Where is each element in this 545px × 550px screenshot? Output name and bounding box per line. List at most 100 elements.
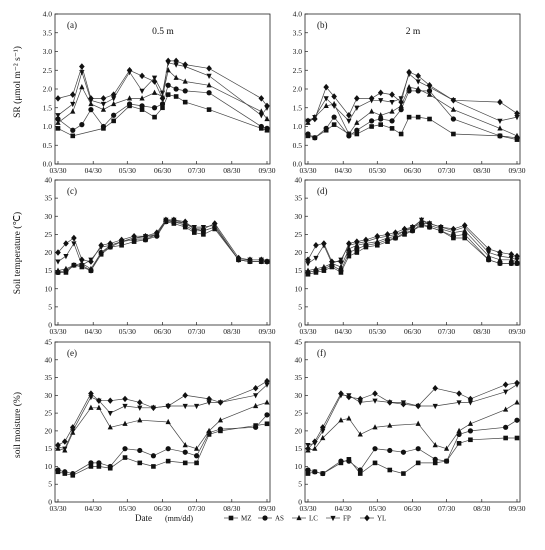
series-line	[307, 86, 518, 137]
series-line	[307, 402, 518, 451]
x-tick-label: 08/30	[223, 166, 240, 175]
data-point	[173, 86, 179, 92]
data-point	[88, 95, 94, 102]
data-point	[363, 236, 369, 244]
data-point	[258, 108, 264, 114]
data-point	[426, 91, 433, 97]
data-point	[154, 229, 160, 236]
legend-marker	[262, 515, 268, 521]
data-point	[456, 390, 462, 397]
data-point	[63, 254, 69, 260]
panel-c: 0 5 10 15 20 25 30 35 40 03/30 04/30 05/30 06/30 07/3…	[45, 176, 276, 337]
y-tick-label: 0	[48, 498, 52, 507]
legend-item-MZ: MZ	[224, 515, 252, 523]
data-point	[137, 460, 143, 466]
legend: MZ AS LC FP YL	[224, 515, 386, 523]
y-tick-label: 4.0	[293, 10, 303, 19]
data-point	[107, 411, 113, 417]
data-point	[329, 258, 335, 265]
data-point	[305, 131, 311, 137]
data-point	[384, 231, 391, 238]
data-point	[264, 125, 270, 131]
legend-label: LC	[309, 515, 318, 523]
y-tick-label: 1.0	[43, 122, 53, 131]
x-tick-label: 06/30	[404, 166, 421, 175]
data-point	[206, 107, 212, 112]
data-point	[264, 377, 270, 385]
data-point	[432, 460, 438, 466]
series-line	[307, 219, 518, 271]
data-point	[122, 455, 128, 460]
data-point	[503, 435, 508, 441]
data-point	[96, 464, 102, 469]
x-tick-label: 03/30	[49, 504, 66, 513]
data-point	[159, 101, 166, 107]
data-point	[88, 464, 94, 469]
data-point	[165, 458, 171, 464]
data-point	[369, 124, 374, 129]
data-point	[320, 434, 326, 441]
x-tick-label: 03/30	[49, 166, 66, 175]
data-point	[159, 95, 166, 102]
data-point	[372, 460, 378, 466]
x-tick-label: 06/30	[154, 327, 171, 336]
series-line	[307, 223, 517, 273]
y-tick-label: 30	[45, 391, 53, 400]
data-point	[137, 447, 143, 454]
row-ylabel-moisture-text: soil moisture (%)	[12, 392, 23, 458]
data-point	[346, 253, 352, 259]
y-tick-label: 5	[48, 302, 52, 311]
y-tick-label: 30	[295, 212, 303, 221]
data-point	[312, 135, 318, 141]
series-AS	[305, 417, 520, 477]
data-point	[372, 424, 378, 430]
series-MZ	[305, 435, 520, 476]
data-point	[119, 242, 124, 248]
y-tick-label: 1.5	[293, 103, 303, 112]
series-YL	[305, 68, 520, 125]
y-tick-label: 3.0	[293, 47, 303, 56]
data-point	[497, 249, 503, 256]
data-point	[191, 225, 198, 233]
data-point	[451, 131, 456, 137]
x-tick-label: 09/30	[258, 327, 275, 336]
data-point	[62, 469, 68, 475]
data-point	[171, 216, 177, 224]
data-point	[514, 115, 520, 121]
data-point	[323, 125, 329, 131]
data-point	[415, 460, 421, 466]
data-point	[111, 100, 117, 107]
series-LC	[305, 399, 520, 453]
series-FP	[55, 382, 270, 452]
data-point	[96, 404, 102, 410]
x-tick-label: 09/30	[508, 327, 525, 336]
data-point	[111, 96, 117, 102]
data-point	[426, 88, 433, 94]
plot-frame	[304, 341, 521, 503]
panel-e: 0 5 10 15 20 25 30 35 40 45 03/30 04/30 05/30 06/30 07…	[45, 338, 276, 514]
series-line	[307, 224, 517, 275]
data-point	[98, 249, 104, 255]
y-tick-label: 3.0	[43, 47, 53, 56]
y-tick-label: 20	[45, 426, 53, 435]
data-point	[346, 112, 352, 119]
x-tick-label: 05/30	[369, 504, 386, 513]
data-point	[357, 400, 363, 406]
data-point	[253, 424, 259, 430]
data-point	[346, 240, 352, 247]
data-point	[122, 403, 128, 410]
x-tick-label: 09/30	[258, 504, 275, 513]
x-tick-label: 04/30	[85, 327, 102, 336]
data-point	[122, 420, 128, 426]
data-point	[497, 256, 503, 262]
data-point	[486, 250, 492, 256]
data-point	[100, 123, 107, 130]
data-point	[486, 257, 492, 263]
data-point	[206, 427, 212, 433]
data-point	[432, 385, 439, 392]
data-point	[139, 95, 145, 101]
x-tick-label: 06/30	[404, 327, 421, 336]
y-tick-label: 35	[45, 194, 53, 203]
data-point	[139, 107, 145, 112]
data-point	[258, 256, 265, 263]
